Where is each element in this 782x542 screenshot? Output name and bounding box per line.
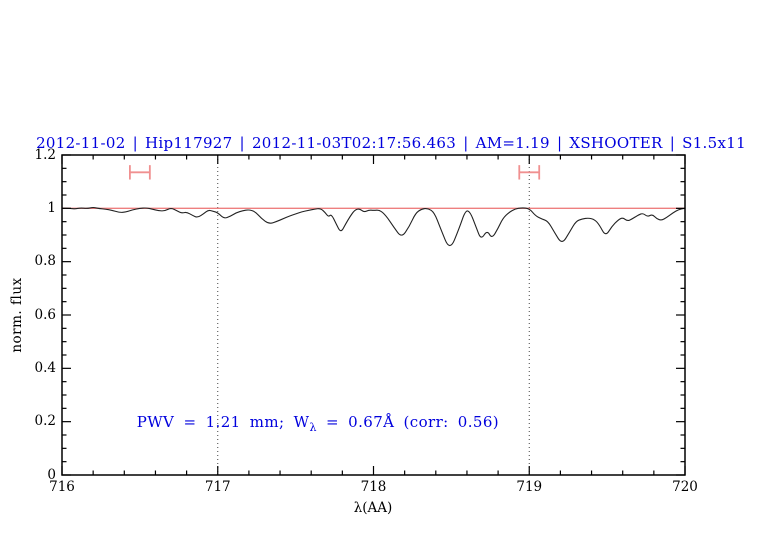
x-tick-label: 719 [516, 479, 543, 495]
y-tick-label: 1.2 [34, 146, 56, 163]
y-tick-label: 0.6 [34, 306, 56, 323]
x-axis-label: λ(AA) [353, 500, 393, 516]
y-tick-label: 0 [47, 466, 56, 483]
pwv-annotation: PWV = 1.21 mm; Wλ = 0.67Å (corr: 0.56) [136, 412, 500, 434]
y-tick-label: 0.2 [34, 413, 56, 430]
y-tick-label: 0.8 [34, 253, 56, 270]
y-tick-label: 0.4 [34, 359, 56, 376]
x-tick-label: 720 [672, 479, 698, 495]
pwv-annotation-lambda-subscript: λ [309, 420, 317, 434]
x-tick-label: 717 [204, 479, 231, 495]
pwv-annotation-pre: PWV = 1.21 mm; W [136, 412, 310, 431]
x-tick-label: 718 [360, 479, 387, 495]
plot-title: 2012-11-02 | Hip117927 | 2012-11-03T02:1… [36, 134, 746, 152]
x-tick-label: 716 [49, 479, 75, 495]
y-tick-label: 1 [47, 199, 56, 216]
pwv-annotation-post: = 0.67Å (corr: 0.56) [316, 412, 500, 431]
